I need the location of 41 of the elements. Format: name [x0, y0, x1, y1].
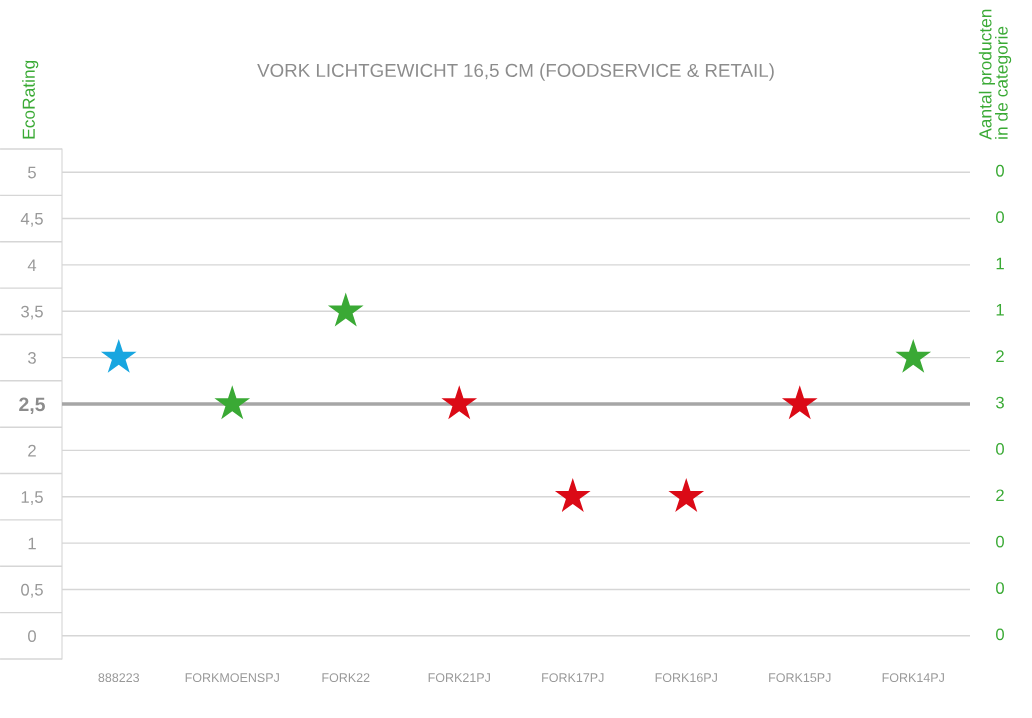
x-tick-label: FORK17PJ: [542, 673, 604, 683]
point: [214, 385, 251, 420]
text: 0: [996, 628, 1004, 641]
y-tick-label: 3,5: [21, 305, 43, 320]
y-tick-label: 3: [28, 352, 36, 364]
text: 0: [996, 211, 1004, 224]
x-tick-label: FORK14PJ: [882, 673, 944, 683]
point: [668, 477, 705, 512]
y2-axis-title: Aantal producten in de categorie: [978, 9, 1012, 140]
x-tick-label: FORK21PJ: [428, 673, 490, 683]
y-tick-label: 4,5: [20, 213, 43, 227]
point: [781, 385, 818, 420]
x-tick-label: FORK15PJ: [769, 673, 831, 683]
text: 0: [996, 443, 1004, 455]
text: 0: [996, 535, 1004, 548]
y-tick-label: 0: [28, 630, 36, 643]
text: 0: [996, 164, 1004, 177]
text: 2: [996, 350, 1004, 362]
chart-title: VORK LICHTGEWICHT 16,5 CM (FOODSERVICE & RETAIL): [257, 63, 774, 81]
y-tick-label: 4: [27, 259, 37, 271]
x-tick-label: FORKMOENSPJ: [185, 673, 279, 683]
point: [441, 385, 478, 420]
x-tick-label: FORK22: [322, 673, 370, 683]
text: 0: [996, 582, 1004, 594]
point: [100, 338, 137, 373]
point: [327, 292, 364, 327]
text: 1: [996, 304, 1004, 316]
point: [895, 338, 932, 373]
text: 3: [996, 396, 1004, 409]
y-tick-label: 5: [28, 166, 36, 179]
x-tick-label: FORK16PJ: [655, 673, 717, 683]
x-tick-label: 888223: [98, 673, 140, 683]
y-tick-label: 2: [28, 444, 36, 457]
point: [554, 477, 591, 512]
y-tick-label: 1,5: [21, 491, 43, 505]
y-tick-label: 2,5: [19, 397, 45, 415]
y-axis-title: EcoRating: [22, 60, 39, 139]
y-tick-label: 1: [28, 537, 36, 550]
text: 2: [996, 489, 1004, 502]
y-tick-label: 0,5: [21, 583, 43, 598]
text: 1: [996, 257, 1004, 270]
